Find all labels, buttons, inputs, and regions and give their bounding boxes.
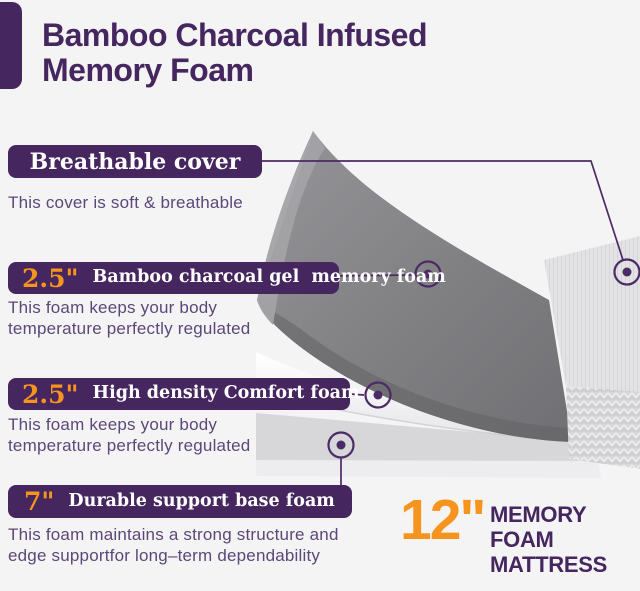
desc-line: edge supportfor long–term dependability bbox=[8, 546, 321, 565]
layer-label-memory-foam: 2.5" Bamboo charcoal gel memory foam bbox=[8, 262, 446, 294]
connector-line-comfort-foam bbox=[349, 393, 365, 396]
badge-mattress-label: MEMORY FOAM MATTRESS bbox=[490, 502, 640, 577]
desc-line: This foam keeps your body bbox=[8, 298, 218, 317]
desc-line: temperature perfectly regulated bbox=[8, 436, 251, 455]
layer-desc-comfort-foam: This foam keeps your body temperature pe… bbox=[8, 414, 250, 456]
badge-label-line2: MATTRESS bbox=[490, 552, 607, 577]
badge-label-line1: MEMORY FOAM bbox=[490, 502, 586, 552]
page-title-line1: Bamboo Charcoal Infused bbox=[42, 17, 428, 53]
layer-name-base-foam: Durable support base foam bbox=[68, 490, 335, 511]
layer-size-base-foam: 7" bbox=[24, 487, 55, 516]
layer-desc-memory-foam: This foam keeps your body temperature pe… bbox=[8, 297, 250, 339]
fabric-cover-top bbox=[544, 236, 640, 392]
layer-size-comfort-foam: 2.5" bbox=[22, 379, 79, 409]
layer-label-breathable-cover: Breathable cover bbox=[8, 145, 262, 178]
page-title: Bamboo Charcoal Infused Memory Foam bbox=[42, 17, 428, 88]
layer-name-comfort-foam: High density Comfort foam bbox=[92, 383, 360, 404]
target-dot-icon-memory-foam bbox=[414, 260, 442, 288]
layer-label-base-foam: 7" Durable support base foam bbox=[8, 485, 352, 518]
badge-mattress-height: 12" bbox=[400, 488, 486, 552]
page-title-line2: Memory Foam bbox=[42, 52, 254, 88]
connector-line-cover bbox=[262, 160, 624, 261]
desc-line: temperature perfectly regulated bbox=[8, 319, 251, 338]
fabric-side-herringbone bbox=[566, 386, 640, 469]
layer-name-memory-foam: Bamboo charcoal gel memory foam bbox=[92, 267, 446, 288]
target-dot-icon-base-foam bbox=[327, 431, 355, 459]
memory-foam-edge bbox=[257, 300, 572, 442]
desc-line: This foam keeps your body bbox=[8, 415, 218, 434]
desc-line: This cover is soft & breathable bbox=[8, 193, 243, 212]
layer-size-memory-foam: 2.5" bbox=[22, 263, 79, 293]
connector-line-memory-foam bbox=[338, 274, 415, 277]
base-foam-bottom-edge bbox=[256, 460, 601, 478]
corner-accent-bar bbox=[0, 2, 22, 89]
layer-desc-base-foam: This foam maintains a strong structure a… bbox=[8, 524, 339, 566]
layer-label-comfort-foam: 2.5" High density Comfort foam bbox=[8, 378, 359, 410]
layer-desc-breathable-cover: This cover is soft & breathable bbox=[8, 192, 243, 213]
desc-line: This foam maintains a strong structure a… bbox=[8, 525, 339, 544]
target-dot-icon-comfort-foam bbox=[364, 381, 392, 409]
layer-name-breathable-cover: Breathable cover bbox=[29, 148, 241, 175]
